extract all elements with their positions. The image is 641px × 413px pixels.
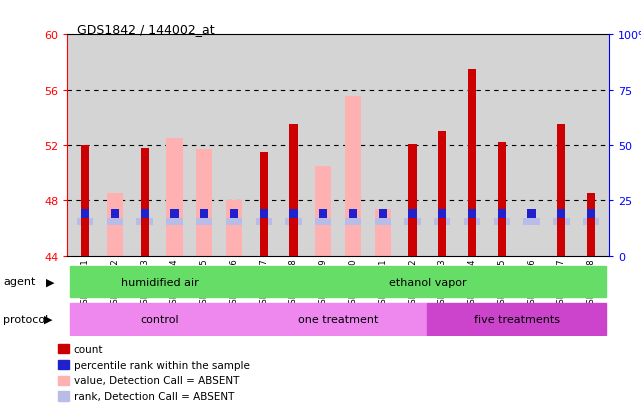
Bar [196,150,212,256]
Bar [81,209,89,219]
Bar [249,303,428,335]
Text: ▶: ▶ [44,314,52,324]
Bar [587,209,595,219]
Text: protocol: protocol [3,314,49,324]
Bar [408,209,417,219]
Text: ▶: ▶ [46,277,54,287]
Bar [349,209,357,219]
Bar [553,219,569,225]
Bar [438,209,446,219]
Bar [77,219,94,225]
Bar [200,209,208,219]
Bar [140,209,149,219]
Bar [587,194,595,256]
Text: agent: agent [3,277,36,287]
Bar [528,209,536,219]
Bar [229,209,238,219]
Bar [226,201,242,256]
Bar [196,219,212,225]
Bar [374,219,391,225]
Bar [428,303,606,335]
Bar [249,266,606,298]
Bar [379,209,387,219]
Text: value, Detection Call = ABSENT: value, Detection Call = ABSENT [74,375,239,385]
Bar [260,209,268,219]
Bar [289,125,297,256]
Text: five treatments: five treatments [474,314,560,324]
Bar [315,166,331,256]
Bar [315,219,331,225]
Bar [137,219,153,225]
Bar [408,144,417,256]
Bar [260,152,268,256]
Bar [464,219,480,225]
Text: ethanol vapor: ethanol vapor [388,277,466,287]
Bar [557,125,565,256]
Bar [111,209,119,219]
Bar [166,139,183,256]
Bar [166,219,183,225]
Text: one treatment: one treatment [298,314,378,324]
Bar [285,219,302,225]
Bar [497,143,506,256]
Bar [319,209,328,219]
Text: count: count [74,344,103,354]
Text: percentile rank within the sample: percentile rank within the sample [74,360,249,370]
Bar [404,219,420,225]
Bar [71,303,249,335]
Bar [557,209,565,219]
Bar [345,219,361,225]
Bar [468,209,476,219]
Bar [468,70,476,256]
Text: GDS1842 / 144002_at: GDS1842 / 144002_at [77,23,215,36]
Text: control: control [140,314,179,324]
Bar [345,97,361,256]
Text: rank, Detection Call = ABSENT: rank, Detection Call = ABSENT [74,391,234,401]
Bar [140,148,149,256]
Bar [81,146,89,256]
Bar [583,219,599,225]
Bar [374,209,391,256]
Bar [497,209,506,219]
Bar [289,209,297,219]
Bar [107,219,123,225]
Text: humidified air: humidified air [121,277,199,287]
Bar [107,194,123,256]
Bar [494,219,510,225]
Bar [434,219,451,225]
Bar [438,132,446,256]
Bar [256,219,272,225]
Bar [171,209,179,219]
Bar [71,266,249,298]
Bar [226,219,242,225]
Bar [524,219,540,225]
